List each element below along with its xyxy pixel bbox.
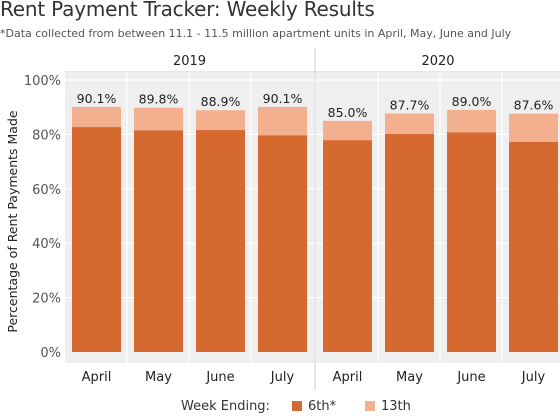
x-category-label: May bbox=[145, 370, 172, 385]
bar-6th[interactable] bbox=[258, 135, 307, 352]
data-label: 89.0% bbox=[452, 94, 492, 109]
y-tick-label: 80% bbox=[32, 128, 61, 143]
x-category-label: July bbox=[521, 370, 546, 385]
x-category-label: June bbox=[205, 370, 234, 385]
y-tick-label: 0% bbox=[40, 346, 61, 361]
data-label: 89.8% bbox=[139, 92, 179, 107]
chart-subtitle: *Data collected from between 11.1 - 11.5… bbox=[0, 27, 512, 40]
panel-label: 2019 bbox=[173, 54, 206, 69]
stacked-bar-chart: Percentage of Rent Payments Made 0% 20% 40%… bbox=[5, 48, 560, 390]
bar-6th[interactable] bbox=[509, 141, 558, 352]
bar-13th[interactable] bbox=[323, 120, 372, 141]
bar-13th[interactable] bbox=[509, 113, 558, 142]
bar-6th[interactable] bbox=[385, 133, 434, 352]
bar-6th[interactable] bbox=[72, 127, 121, 352]
bar-13th[interactable] bbox=[72, 106, 121, 128]
legend-item-13th[interactable]: 13th bbox=[365, 399, 411, 414]
legend-label-13th: 13th bbox=[381, 399, 411, 414]
data-label: 87.6% bbox=[514, 98, 554, 113]
bar-13th[interactable] bbox=[134, 107, 183, 131]
legend-swatch-6th bbox=[292, 401, 302, 411]
legend-item-6th[interactable]: 6th* bbox=[292, 399, 336, 414]
data-label: 88.9% bbox=[201, 94, 241, 109]
data-label: 85.0% bbox=[328, 105, 368, 120]
bar-13th[interactable] bbox=[258, 106, 307, 136]
x-category-label: April bbox=[82, 370, 112, 385]
y-tick-label: 100% bbox=[24, 74, 61, 89]
bar-13th[interactable] bbox=[447, 109, 496, 133]
bar-6th[interactable] bbox=[196, 130, 245, 352]
legend-swatch-13th bbox=[365, 401, 375, 411]
bar-13th[interactable] bbox=[385, 113, 434, 134]
y-axis-label: Percentage of Rent Payments Made bbox=[5, 110, 20, 333]
data-label: 90.1% bbox=[263, 91, 303, 106]
page-title: Rent Payment Tracker: Weekly Results bbox=[0, 0, 375, 21]
bar-6th[interactable] bbox=[323, 140, 372, 352]
panel-label: 2020 bbox=[421, 54, 454, 69]
bar-6th[interactable] bbox=[447, 132, 496, 352]
y-tick-label: 20% bbox=[32, 292, 61, 307]
legend: Week Ending: 6th* 13th bbox=[0, 399, 560, 419]
data-label: 90.1% bbox=[77, 91, 117, 106]
x-category-label: April bbox=[333, 370, 363, 385]
x-category-label: June bbox=[456, 370, 485, 385]
x-category-label: May bbox=[396, 370, 423, 385]
bar-6th[interactable] bbox=[134, 130, 183, 352]
y-tick-label: 60% bbox=[32, 183, 61, 198]
bar-13th[interactable] bbox=[196, 110, 245, 131]
x-category-label: July bbox=[270, 370, 295, 385]
data-label: 87.7% bbox=[390, 97, 430, 112]
y-tick-label: 40% bbox=[32, 237, 61, 252]
legend-label-6th: 6th* bbox=[308, 399, 337, 414]
legend-title: Week Ending: bbox=[181, 399, 270, 414]
